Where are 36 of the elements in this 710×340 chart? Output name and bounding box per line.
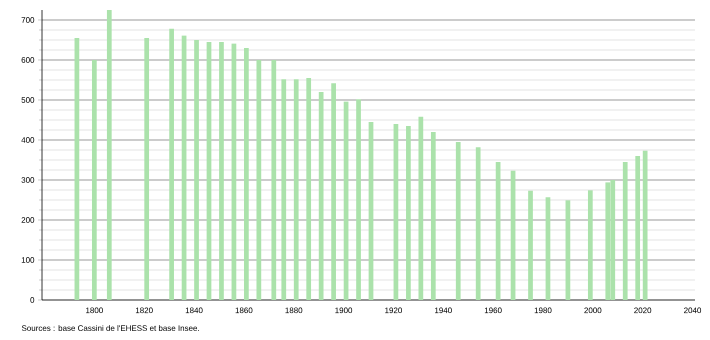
bar [219, 42, 224, 300]
bar [528, 190, 533, 300]
bar [74, 38, 80, 300]
bar [622, 162, 628, 300]
bar [635, 156, 640, 300]
bar [356, 99, 361, 300]
bar [144, 38, 150, 300]
bar [406, 126, 411, 300]
bar [331, 83, 336, 300]
bar [344, 102, 348, 300]
bar [244, 48, 249, 300]
bar [306, 78, 312, 300]
bar [430, 132, 436, 300]
bar [546, 197, 550, 300]
bar [92, 60, 97, 300]
bar [281, 79, 286, 300]
bar [271, 60, 276, 300]
bar [169, 28, 174, 300]
bar [418, 116, 424, 300]
bar [588, 190, 593, 300]
bar [256, 60, 262, 300]
bar [232, 44, 236, 300]
bar [106, 10, 112, 300]
bar [642, 150, 648, 300]
bar [566, 200, 570, 300]
bar [394, 124, 398, 300]
bar [294, 79, 299, 300]
bar [456, 142, 461, 300]
bar [194, 40, 199, 300]
bar [476, 147, 481, 300]
bar [510, 170, 516, 300]
bar [368, 122, 374, 300]
bar [182, 36, 186, 300]
bar [206, 42, 212, 300]
bar [496, 162, 500, 300]
bar [318, 92, 324, 300]
